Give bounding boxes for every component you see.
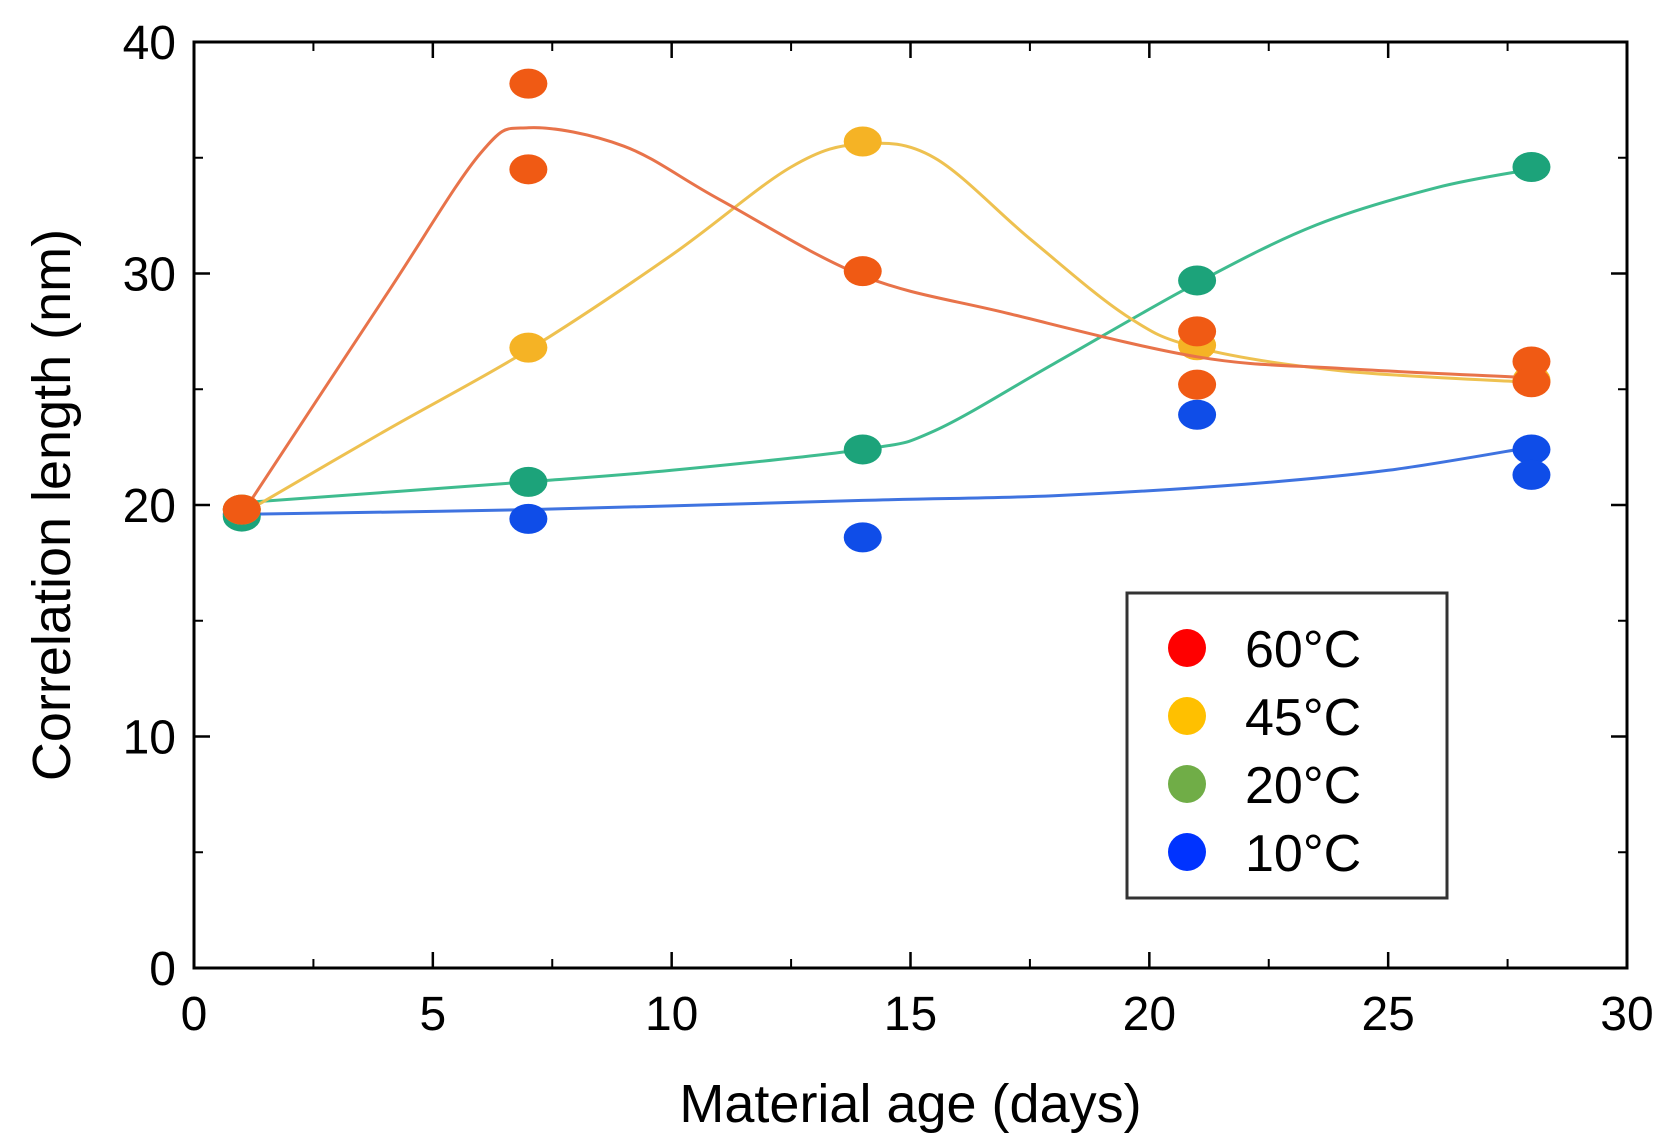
series-10c	[222, 399, 1551, 553]
legend: 60°C 45°C 20°C 10°C	[1125, 591, 1449, 900]
y-tick-label: 0	[149, 943, 176, 996]
data-point-45c	[509, 332, 548, 363]
data-point-60c	[1512, 346, 1551, 377]
legend-item-10c: 10°C	[1168, 825, 1361, 883]
data-point-20c	[1512, 152, 1551, 183]
legend-label: 20°C	[1245, 757, 1361, 815]
x-tick-label: 25	[1361, 988, 1414, 1041]
fit-curve-10c	[241, 445, 1532, 516]
data-point-60c	[1178, 316, 1217, 347]
legend-marker	[1168, 765, 1206, 803]
fit-curve-45c	[241, 141, 1532, 516]
data-point-10c	[1512, 459, 1551, 490]
series-60c	[222, 68, 1551, 525]
data-point-60c	[509, 154, 548, 185]
fit-curve-60c	[240, 126, 1532, 516]
legend-items: 60°C 45°C 20°C 10°C	[1168, 621, 1361, 883]
data-point-10c	[843, 522, 882, 553]
legend-marker	[1168, 697, 1206, 735]
legend-label: 45°C	[1245, 689, 1361, 747]
x-tick-label: 20	[1123, 988, 1176, 1041]
legend-label: 10°C	[1245, 825, 1361, 883]
y-tick-label: 10	[123, 712, 176, 765]
data-point-20c	[843, 434, 882, 465]
data-point-60c	[509, 68, 548, 99]
axis-ticks	[192, 40, 1629, 970]
data-point-20c	[1178, 265, 1217, 296]
fit-curve-20c	[241, 167, 1532, 505]
data-point-60c	[1178, 369, 1217, 400]
axis-tick-labels: 0 5 10 15 20 25 30 0 10 20 30 40	[123, 17, 1654, 1041]
x-axis-title: Material age (days)	[679, 1074, 1141, 1134]
y-tick-label: 20	[123, 480, 176, 533]
x-tick-label: 10	[645, 988, 698, 1041]
series-layer	[222, 68, 1551, 553]
data-point-10c	[1512, 434, 1551, 465]
y-tick-label: 30	[123, 249, 176, 302]
legend-item-45c: 45°C	[1168, 689, 1361, 747]
x-tick-label: 0	[181, 988, 208, 1041]
y-tick-label: 40	[123, 17, 176, 70]
data-point-45c	[843, 126, 882, 157]
x-tick-label: 5	[419, 988, 446, 1041]
data-point-60c	[222, 494, 261, 525]
x-tick-label: 15	[884, 988, 937, 1041]
legend-item-20c: 20°C	[1168, 757, 1361, 815]
legend-label: 60°C	[1245, 621, 1361, 679]
legend-marker	[1168, 833, 1206, 871]
legend-marker	[1168, 629, 1206, 667]
series-45c	[222, 126, 1551, 525]
y-axis-title: Correlation length (nm)	[22, 229, 82, 781]
data-point-10c	[1178, 399, 1217, 430]
legend-item-60c: 60°C	[1168, 621, 1361, 679]
data-point-10c	[509, 503, 548, 534]
x-tick-label: 30	[1600, 988, 1653, 1041]
data-point-60c	[1512, 367, 1551, 398]
data-point-20c	[509, 466, 548, 497]
data-point-60c	[843, 256, 882, 287]
